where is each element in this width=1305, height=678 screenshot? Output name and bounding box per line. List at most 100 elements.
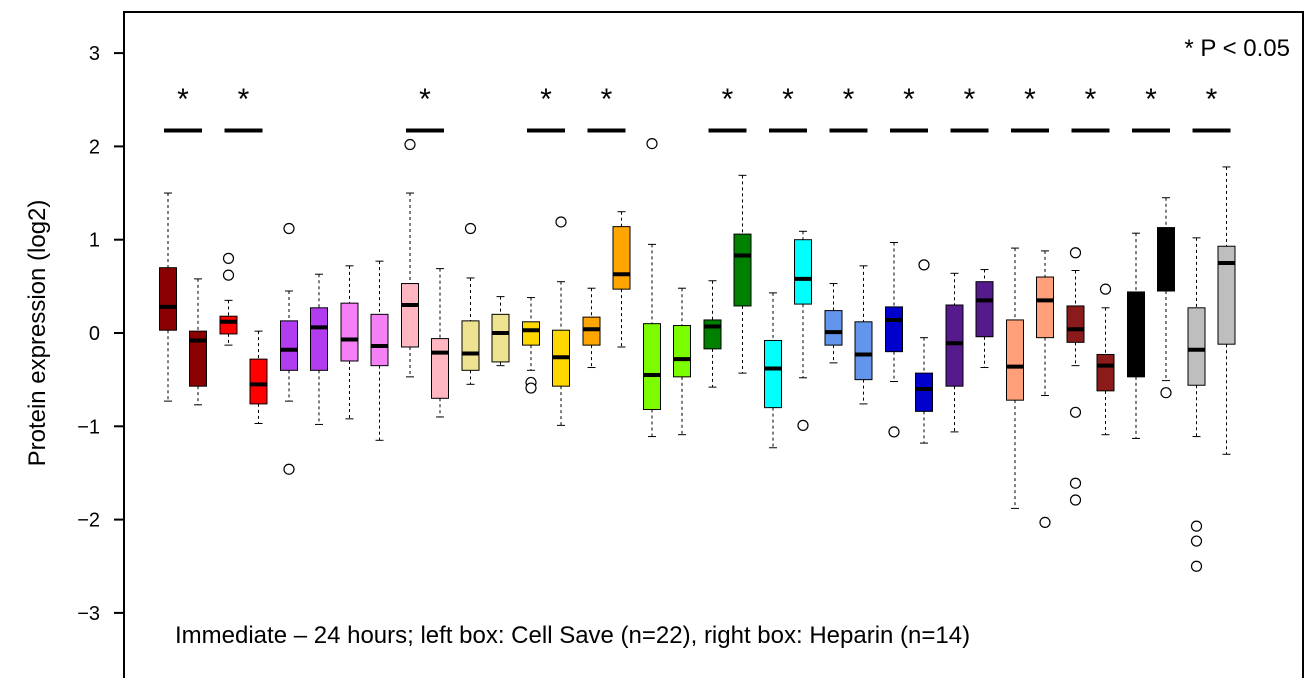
box-group xyxy=(159,192,207,406)
y-axis: −3 −2 −1 0 1 2 3 xyxy=(77,43,124,625)
box-heparin xyxy=(1157,197,1175,399)
box-group xyxy=(522,216,570,426)
box-cell-save xyxy=(1066,247,1085,506)
outlier-point xyxy=(797,419,809,431)
significance-star: * xyxy=(782,83,794,116)
box-heparin xyxy=(975,269,994,369)
plot-border xyxy=(123,11,1304,678)
iqr-box xyxy=(1217,245,1236,345)
significance-star: * xyxy=(601,83,613,116)
y-tick-label: −1 xyxy=(77,416,100,438)
outlier-point xyxy=(1099,283,1112,295)
iqr-box xyxy=(491,313,510,363)
box-cell-save xyxy=(945,272,964,433)
outlier-point xyxy=(1039,516,1051,528)
iqr-box xyxy=(1036,276,1054,339)
iqr-box xyxy=(461,320,480,371)
significance-star: * xyxy=(177,83,189,116)
outlier-point xyxy=(1190,560,1203,572)
box-cell-save xyxy=(159,192,177,402)
outlier-point xyxy=(283,463,295,475)
box-cell-save xyxy=(824,283,843,364)
iqr-box xyxy=(1157,227,1175,292)
outlier-point xyxy=(1190,520,1203,532)
box-group xyxy=(219,252,268,425)
box-heparin xyxy=(794,230,812,431)
iqr-box xyxy=(310,307,328,371)
box-cell-save xyxy=(340,265,359,420)
box-group xyxy=(824,265,873,405)
iqr-box xyxy=(401,283,419,348)
significance-star: * xyxy=(238,83,250,116)
iqr-box xyxy=(280,320,298,371)
y-axis-title: Protein expression (log2) xyxy=(24,200,51,467)
outlier-point xyxy=(464,222,477,235)
significance-star: * xyxy=(1145,83,1157,116)
box-group xyxy=(703,174,752,388)
box-group xyxy=(280,222,328,475)
box-heparin xyxy=(189,278,207,406)
box-heparin xyxy=(249,330,268,425)
box-group xyxy=(643,138,691,438)
box-heparin xyxy=(491,296,510,367)
box-group xyxy=(764,230,812,449)
outlier-point xyxy=(283,222,295,235)
outlier-point xyxy=(222,269,235,281)
outlier-point xyxy=(1190,535,1203,547)
iqr-box xyxy=(733,233,752,307)
iqr-box xyxy=(1187,307,1206,386)
iqr-box xyxy=(854,321,873,381)
y-tick-label: 3 xyxy=(89,43,100,65)
iqr-box xyxy=(370,313,389,367)
iqr-box xyxy=(340,302,359,362)
box-cell-save xyxy=(280,222,298,475)
box-cell-save xyxy=(522,297,540,394)
outlier-point xyxy=(1069,494,1082,506)
significance-star: * xyxy=(1206,83,1218,116)
iqr-box xyxy=(975,281,994,338)
box-group xyxy=(1187,166,1236,572)
significance-star: * xyxy=(419,83,431,116)
iqr-box xyxy=(189,330,207,387)
significance-star: * xyxy=(1024,83,1036,116)
box-group xyxy=(1127,197,1175,439)
outlier-point xyxy=(918,259,930,271)
box-group xyxy=(461,222,510,385)
box-heparin xyxy=(370,260,389,441)
iqr-box xyxy=(219,315,238,335)
box-heparin xyxy=(854,265,873,405)
box-group xyxy=(340,260,389,441)
y-tick-label: −3 xyxy=(77,603,100,625)
significance-star: * xyxy=(722,83,734,116)
box-cell-save xyxy=(1127,232,1145,439)
outlier-point xyxy=(1069,247,1082,259)
box-series xyxy=(159,138,1236,572)
iqr-box xyxy=(431,338,449,399)
outlier-point xyxy=(222,252,235,264)
box-group xyxy=(1066,247,1115,506)
outlier-point xyxy=(888,426,900,438)
outlier-point xyxy=(646,138,658,150)
iqr-box xyxy=(522,321,540,346)
box-cell-save xyxy=(643,138,661,438)
box-group xyxy=(1006,247,1054,528)
iqr-box xyxy=(1006,319,1024,401)
iqr-box xyxy=(673,325,691,378)
box-heparin xyxy=(431,268,449,418)
iqr-box xyxy=(764,339,782,409)
box-group xyxy=(945,269,994,433)
significance-star: * xyxy=(964,83,976,116)
box-cell-save xyxy=(764,292,782,449)
outlier-point xyxy=(555,216,567,228)
iqr-box xyxy=(703,319,722,350)
y-tick-label: 2 xyxy=(89,136,100,158)
box-cell-save xyxy=(401,138,419,378)
box-heparin xyxy=(733,174,752,374)
y-tick-label: 0 xyxy=(89,323,100,345)
box-cell-save xyxy=(885,241,903,438)
iqr-box xyxy=(794,239,812,305)
significance-note: * P < 0.05 xyxy=(1184,35,1290,62)
significance-star: * xyxy=(540,83,552,116)
iqr-box xyxy=(945,304,964,387)
iqr-box xyxy=(249,358,268,405)
